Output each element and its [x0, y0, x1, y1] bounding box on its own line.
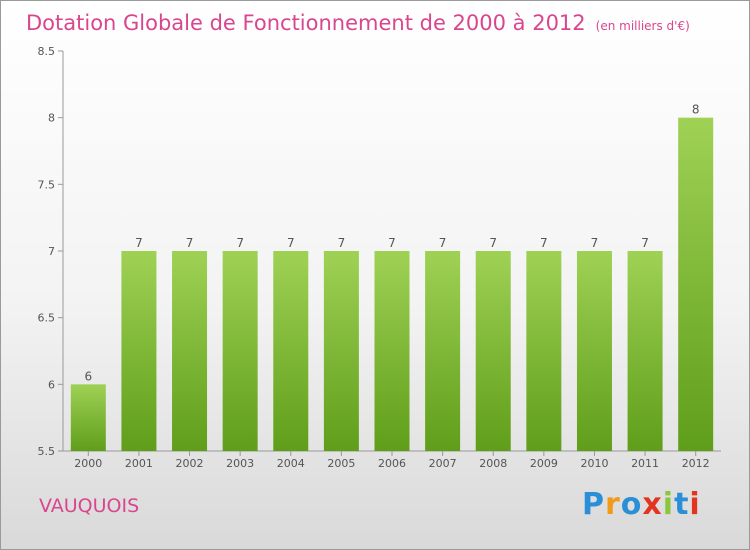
- data-label: 7: [287, 236, 295, 250]
- bar: [273, 251, 309, 451]
- bar: [172, 251, 208, 451]
- x-tick-label: 2003: [226, 457, 254, 470]
- proxiti-logo: Proxiti: [582, 487, 701, 522]
- x-tick-label: 2001: [125, 457, 153, 470]
- bar: [222, 251, 258, 451]
- x-tick-label: 2004: [277, 457, 305, 470]
- x-tick-label: 2010: [580, 457, 608, 470]
- data-label: 7: [338, 236, 346, 250]
- bar: [526, 251, 562, 451]
- bar: [678, 117, 714, 452]
- x-tick-label: 2006: [378, 457, 406, 470]
- bar: [425, 251, 461, 451]
- data-label: 7: [236, 236, 244, 250]
- bar: [374, 251, 410, 451]
- data-label: 6: [84, 369, 92, 383]
- x-tick-label: 2002: [176, 457, 204, 470]
- x-tick-label: 2005: [327, 457, 355, 470]
- bar: [475, 251, 511, 451]
- y-tick-label: 8.5: [38, 45, 56, 58]
- town-name: VAUQUOIS: [39, 495, 140, 517]
- data-label: 7: [388, 236, 396, 250]
- x-tick-label: 2007: [429, 457, 457, 470]
- y-tick-label: 6.5: [38, 312, 56, 325]
- y-tick-label: 7.5: [38, 178, 56, 191]
- bar: [576, 251, 612, 451]
- bar: [627, 251, 663, 451]
- data-label: 8: [692, 103, 700, 117]
- bar: [323, 251, 359, 451]
- data-label: 7: [186, 236, 194, 250]
- data-label: 7: [489, 236, 497, 250]
- x-tick-label: 2008: [479, 457, 507, 470]
- x-tick-label: 2011: [631, 457, 659, 470]
- chart-title-text: Dotation Globale de Fonctionnement de 20…: [26, 11, 586, 35]
- chart-subtitle: (en milliers d'€): [595, 19, 690, 33]
- chart-title: Dotation Globale de Fonctionnement de 20…: [26, 11, 690, 35]
- data-label: 7: [591, 236, 599, 250]
- y-tick-label: 8: [48, 112, 55, 125]
- data-label: 7: [135, 236, 143, 250]
- y-tick-label: 7: [48, 245, 55, 258]
- y-tick-label: 5.5: [38, 445, 56, 458]
- x-tick-label: 2000: [74, 457, 102, 470]
- x-tick-label: 2009: [530, 457, 558, 470]
- data-label: 7: [540, 236, 548, 250]
- bar: [121, 251, 157, 451]
- data-label: 7: [641, 236, 649, 250]
- bar: [70, 384, 106, 451]
- x-tick-label: 2012: [682, 457, 710, 470]
- y-tick-label: 6: [48, 378, 55, 391]
- data-label: 7: [439, 236, 447, 250]
